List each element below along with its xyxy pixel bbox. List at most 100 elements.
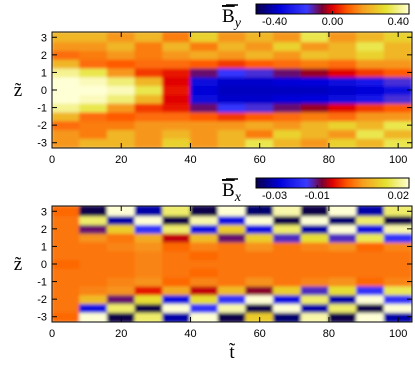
heatmap-cell	[300, 223, 330, 234]
heatmap-cell	[217, 303, 247, 313]
heatmap-cell	[356, 303, 385, 313]
colorbar-segment	[380, 4, 383, 14]
heatmap-cell	[189, 41, 219, 51]
heatmap-cell	[245, 41, 275, 51]
heatmap-cell	[383, 294, 412, 305]
heatmap-cell	[52, 250, 81, 261]
heatmap-cell	[356, 85, 385, 95]
heatmap-cell	[106, 111, 136, 122]
colorbar-segment	[328, 178, 332, 188]
heatmap-cell	[52, 223, 81, 234]
heatmap-cell	[162, 41, 191, 51]
colorbar-segment	[294, 4, 297, 14]
heatmap-cell	[106, 120, 136, 131]
colorbar-segment	[342, 178, 345, 188]
colorbar-segment	[263, 4, 267, 14]
heatmap-cell	[79, 41, 108, 51]
heatmap-cell	[383, 58, 412, 69]
colorbar-segment	[275, 178, 278, 188]
heatmap-cell	[245, 67, 275, 78]
heatmap-cell	[79, 241, 108, 252]
heatmap-cell	[328, 311, 358, 322]
heatmap-cell	[356, 32, 385, 43]
heatmap-cell	[300, 93, 330, 104]
colorbar-segment	[399, 4, 402, 14]
heatmap-cell	[328, 85, 358, 95]
heatmap-cell	[383, 67, 412, 78]
colorbar-segment	[347, 178, 351, 188]
x-tick-label: 100	[389, 328, 407, 340]
heatmap-cell	[383, 76, 412, 87]
colorbar-segment	[277, 4, 280, 14]
heatmap-cell	[356, 232, 385, 243]
heatmap-cell	[189, 285, 219, 296]
heatmap-cell	[245, 85, 275, 95]
heatmap-cell	[217, 137, 247, 148]
colorbar-segment	[405, 4, 408, 14]
heatmap-cell	[383, 49, 412, 60]
x-tick-label: 0	[49, 154, 55, 166]
heatmap-cell	[328, 259, 358, 269]
colorbar-segment	[365, 4, 368, 14]
heatmap-cell	[189, 32, 219, 43]
colorbar-segment	[359, 178, 362, 188]
heatmap-cell	[328, 206, 358, 217]
colorbar-segment	[303, 178, 307, 188]
heatmap-cell	[245, 215, 275, 225]
heatmap-cell	[79, 311, 108, 322]
heatmap-cell	[162, 49, 191, 60]
colorbar-segment	[361, 178, 364, 188]
heatmap-cell	[328, 285, 358, 296]
heatmap-cell	[245, 232, 275, 243]
colorbar-segment	[319, 4, 322, 14]
colorbar-tick-label: 0.00	[322, 16, 343, 28]
heatmap-cell	[134, 311, 164, 322]
heatmap-cell	[300, 215, 330, 225]
colorbar-segment	[296, 178, 299, 188]
colorbar-segment	[368, 4, 372, 14]
heatmap-cell	[356, 311, 385, 322]
colorbar-segment	[334, 4, 337, 14]
heatmap-cell	[245, 259, 275, 269]
heatmap-cell	[52, 303, 81, 313]
heatmap-cell	[356, 76, 385, 87]
heatmap-cell	[273, 111, 302, 122]
heatmap-cell	[383, 276, 412, 287]
heatmap-cell	[273, 215, 302, 225]
heatmap-cells	[52, 206, 412, 322]
heatmap-cell	[217, 311, 247, 322]
heatmap-cell	[217, 232, 247, 243]
colorbar-segment	[376, 4, 379, 14]
heatmap-cell	[134, 276, 164, 287]
x-axis-label: t̃	[229, 342, 236, 363]
x-tick-label: 0	[49, 328, 55, 340]
heatmap-cell	[52, 49, 81, 60]
colorbar-segment	[387, 4, 391, 14]
heatmap-cell	[134, 129, 164, 139]
colorbar-segment	[319, 178, 322, 188]
heatmap-cell	[328, 58, 358, 69]
heatmap-cell	[134, 85, 164, 95]
colorbar-segment	[307, 178, 311, 188]
heatmap-cell	[106, 41, 136, 51]
heatmap-cell	[106, 67, 136, 78]
heatmap-cell	[52, 102, 81, 113]
heatmap-cell	[189, 232, 219, 243]
heatmap-cell	[79, 215, 108, 225]
heatmap-cell	[217, 102, 247, 113]
heatmap-cell	[328, 102, 358, 113]
heatmap-cell	[273, 276, 302, 287]
colorbar-tick-label: -0.40	[262, 16, 287, 28]
colorbar-segment	[363, 178, 366, 188]
heatmap-cell	[162, 58, 191, 69]
x-tick-label: 40	[184, 154, 196, 166]
colorbar-segment	[359, 4, 362, 14]
heatmap-cell	[217, 206, 247, 217]
heatmap-cell	[106, 129, 136, 139]
heatmap-cell	[134, 67, 164, 78]
heatmap-cell	[383, 120, 412, 131]
heatmap-cell	[134, 137, 164, 148]
heatmap-cell	[383, 111, 412, 122]
colorbar-segment	[259, 178, 263, 188]
heatmap-cell	[52, 285, 81, 296]
